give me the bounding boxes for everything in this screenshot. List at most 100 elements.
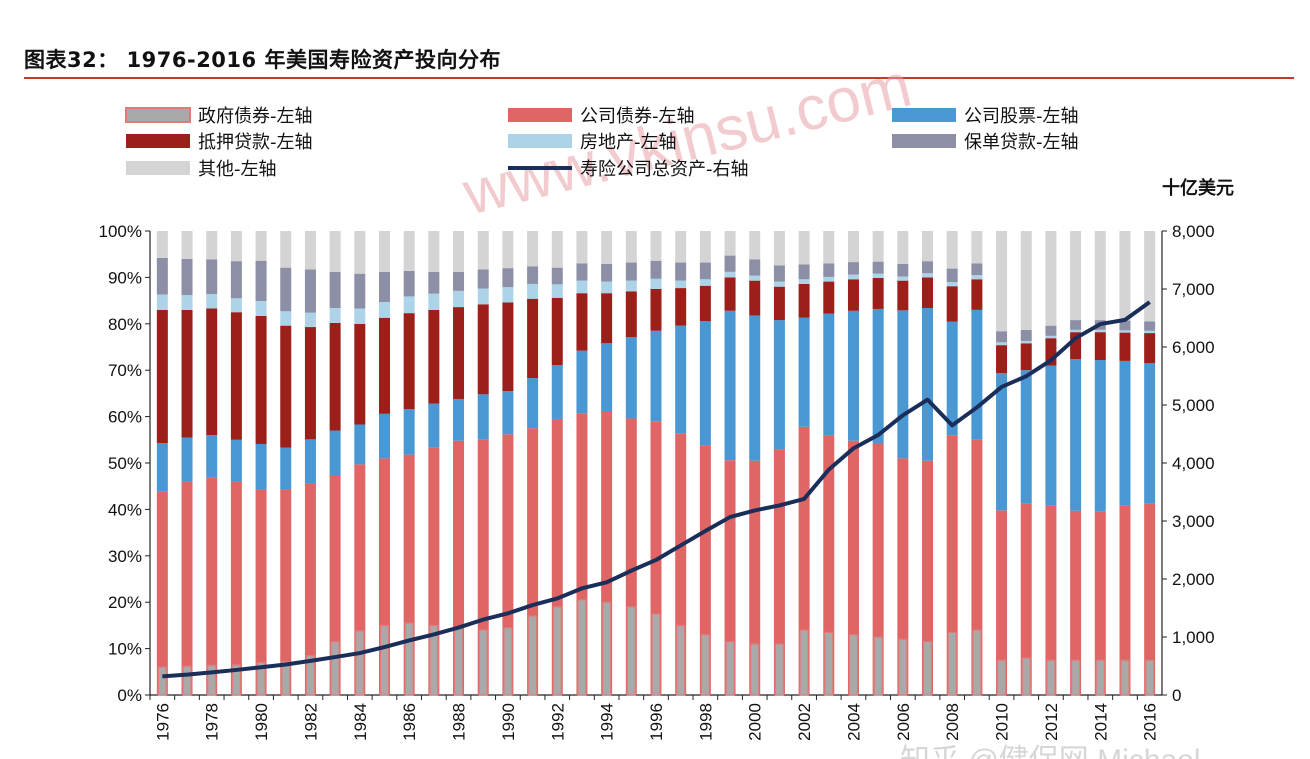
bar-other (625, 231, 637, 263)
bar-mortgage (551, 297, 563, 366)
x-tick-label: 1990 (499, 703, 518, 741)
bar-gov-bonds (1071, 659, 1081, 696)
bar-corp-stocks (280, 447, 292, 490)
bar-policy-loans (206, 259, 218, 295)
bar-mortgage (1119, 332, 1131, 361)
bar-gov-bonds (429, 624, 439, 696)
x-tick-label: 1998 (696, 703, 715, 741)
bar-gov-bonds (774, 643, 785, 696)
bar-corp-stocks (1070, 359, 1082, 511)
bar-policy-loans (230, 261, 242, 299)
bar-other (798, 231, 810, 265)
bar-other (354, 231, 366, 274)
bar-corp-stocks (255, 443, 267, 490)
bar-other (156, 231, 168, 258)
bar-real-estate (625, 280, 637, 292)
y-right-tick-label: 1,000 (1172, 628, 1215, 647)
bar-corp-bonds (354, 464, 366, 695)
bar-gov-bonds (676, 624, 686, 696)
bar-policy-loans (971, 263, 983, 276)
bar-policy-loans (1020, 329, 1032, 341)
bar-other (255, 231, 267, 261)
x-tick-label: 1982 (301, 703, 320, 741)
bar-gov-bonds (922, 641, 933, 696)
bar-gov-bonds (404, 622, 414, 696)
bar-real-estate (1144, 330, 1156, 334)
bar-real-estate (749, 275, 761, 281)
x-tick-label: 2014 (1091, 703, 1110, 741)
bar-policy-loans (996, 331, 1008, 343)
x-tick-label: 1988 (450, 703, 469, 741)
bar-corp-bonds (897, 458, 909, 695)
bar-policy-loans (477, 269, 489, 289)
bar-other (1070, 231, 1082, 321)
bar-corp-bonds (156, 491, 168, 695)
bar-corp-stocks (230, 439, 242, 482)
x-tick-label: 2016 (1141, 703, 1160, 741)
bar-other (453, 231, 465, 272)
bar-real-estate (601, 281, 613, 294)
bar-stack (1045, 231, 1057, 696)
bar-other (1144, 231, 1156, 322)
bar-other (206, 231, 218, 260)
bar-corp-stocks (897, 310, 909, 459)
bar-real-estate (1070, 329, 1082, 333)
bar-other (428, 231, 440, 272)
bar-stack (304, 231, 316, 696)
bar-corp-stocks (329, 430, 341, 476)
bar-other (329, 231, 341, 272)
title-rule (24, 77, 1294, 79)
bar-stack (872, 231, 884, 696)
legend-swatch (125, 107, 191, 123)
x-tick-label: 1978 (203, 703, 222, 741)
bar-stack (996, 231, 1008, 696)
figure-title: 图表32： 1976-2016 年美国寿险资产投向分布 (24, 48, 501, 72)
bar-mortgage (773, 286, 785, 321)
bar-other (872, 231, 884, 262)
bar-stack (798, 231, 810, 696)
bar-real-estate (996, 342, 1008, 346)
bar-mortgage (650, 289, 662, 331)
bar-stack (922, 231, 934, 696)
bar-mortgage (477, 304, 489, 395)
bar-policy-loans (823, 263, 835, 277)
bar-policy-loans (181, 258, 193, 296)
bar-stack (354, 231, 366, 696)
bar-corp-stocks (1119, 360, 1131, 506)
bar-mortgage (206, 308, 218, 436)
bar-other (922, 231, 934, 262)
bar-corp-bonds (230, 481, 242, 695)
bar-corp-stocks (304, 439, 316, 484)
legend-label: 其他-左轴 (198, 159, 277, 180)
bar-policy-loans (576, 263, 588, 281)
bar-policy-loans (1119, 320, 1131, 331)
x-tick-label: 1986 (400, 703, 419, 741)
bar-mortgage (576, 293, 588, 351)
bar-other (1119, 231, 1131, 321)
legend-swatch (508, 134, 572, 148)
bar-corp-bonds (699, 445, 711, 695)
y-right-tick-label: 6,000 (1172, 338, 1215, 357)
bar-other (971, 231, 983, 264)
bar-stack (773, 231, 785, 696)
bar-stack (576, 231, 588, 696)
bar-real-estate (181, 295, 193, 310)
bar-real-estate (428, 293, 440, 310)
bar-gov-bonds (207, 664, 217, 696)
bar-real-estate (477, 288, 489, 305)
bar-corp-bonds (1045, 505, 1057, 695)
bar-stack (650, 231, 662, 696)
bar-stack (280, 231, 292, 696)
x-tick-label: 2000 (746, 703, 765, 741)
bar-other (502, 231, 514, 269)
bar-corp-bonds (847, 440, 859, 695)
bar-gov-bonds (330, 641, 340, 696)
bar-mortgage (1144, 333, 1156, 364)
bar-corp-bonds (1070, 510, 1082, 695)
x-tick-label: 2002 (795, 703, 814, 741)
bar-corp-bonds (378, 458, 390, 695)
bar-real-estate (551, 284, 563, 298)
bar-mortgage (922, 277, 934, 309)
bar-stack (675, 231, 687, 696)
bar-stack (847, 231, 859, 696)
